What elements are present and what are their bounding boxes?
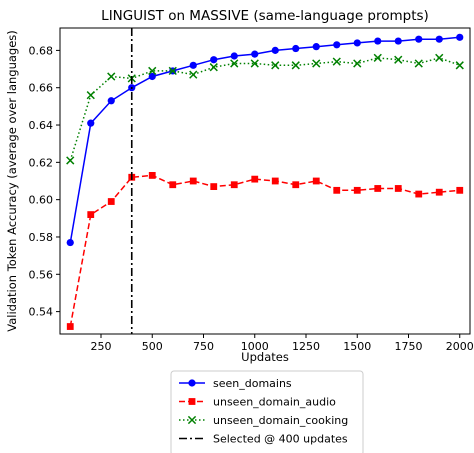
data-point-unseen_domain_audio bbox=[394, 185, 402, 192]
x-axis-title: Updates bbox=[241, 350, 289, 364]
data-point-unseen_domain_cooking bbox=[312, 59, 321, 68]
data-point-unseen_domain_cooking bbox=[107, 72, 116, 81]
data-point-unseen_domain_cooking bbox=[435, 53, 444, 62]
data-point-seen_domains bbox=[87, 119, 95, 127]
axes: 250 500 750 1000 1250 1500 1750 2000 0.54 0.56 0.5… bbox=[29, 44, 474, 353]
series-line-unseen_domain_cooking bbox=[69, 57, 461, 161]
x-tick-label: 1750 bbox=[395, 340, 423, 353]
data-point-unseen_domain_audio bbox=[415, 190, 423, 198]
data-point-unseen_domain_audio bbox=[210, 183, 218, 190]
y-tick-label: 0.62 bbox=[29, 156, 54, 169]
data-point-unseen_domain_audio bbox=[353, 186, 361, 194]
data-point-seen_domains bbox=[148, 72, 156, 81]
data-point-unseen_domain_cooking bbox=[230, 59, 239, 68]
y-tick-label: 0.68 bbox=[29, 44, 54, 57]
data-point-seen_domains bbox=[210, 56, 218, 64]
x-tick-label: 1500 bbox=[343, 340, 371, 353]
data-point-unseen_domain_cooking bbox=[209, 63, 218, 72]
plot-frame bbox=[59, 27, 471, 335]
x-tick-label: 2000 bbox=[446, 340, 474, 353]
data-point-unseen_domain_audio bbox=[251, 175, 259, 183]
data-point-unseen_domain_audio bbox=[374, 185, 382, 192]
legend-label: unseen_domain_audio bbox=[213, 396, 336, 409]
data-point-seen_domains bbox=[66, 238, 74, 247]
data-point-unseen_domain_audio bbox=[148, 172, 156, 179]
x-tick-label: 750 bbox=[193, 340, 214, 353]
data-point-unseen_domain_audio bbox=[435, 188, 443, 196]
legend: seen_domains unseen_domain_audio unseen_do… bbox=[170, 370, 364, 453]
legend-box bbox=[170, 370, 364, 453]
legend-label: unseen_domain_cooking bbox=[213, 414, 348, 427]
data-point-unseen_domain_cooking bbox=[66, 156, 75, 165]
data-point-seen_domains bbox=[189, 61, 197, 69]
data-point-unseen_domain_audio bbox=[87, 211, 95, 218]
y-tick-label: 0.64 bbox=[29, 119, 54, 132]
series-line-seen_domains bbox=[69, 36, 460, 243]
data-point-unseen_domain_cooking bbox=[394, 55, 403, 64]
data-point-unseen_domain_audio bbox=[169, 181, 177, 189]
data-point-unseen_domain_cooking bbox=[291, 61, 300, 70]
data-point-seen_domains bbox=[435, 35, 443, 43]
data-point-unseen_domain_audio bbox=[107, 198, 115, 205]
x-tick-label: 250 bbox=[91, 340, 112, 353]
data-point-unseen_domain_audio bbox=[271, 177, 279, 185]
x-tick-label: 500 bbox=[142, 340, 163, 353]
data-point-seen_domains bbox=[292, 44, 300, 53]
y-tick-label: 0.58 bbox=[29, 231, 54, 244]
x-tick-label: 1000 bbox=[241, 340, 269, 353]
y-axis-title: Validation Token Accuracy (average over … bbox=[5, 30, 19, 332]
data-point-unseen_domain_audio bbox=[189, 177, 197, 185]
data-point-unseen_domain_audio bbox=[456, 186, 464, 194]
plot-area bbox=[66, 28, 464, 334]
data-point-seen_domains bbox=[456, 33, 464, 41]
data-point-seen_domains bbox=[230, 52, 238, 60]
data-point-unseen_domain_cooking bbox=[189, 70, 198, 79]
y-tick-label: 0.66 bbox=[29, 82, 54, 95]
chart-title: LINGUIST on MASSIVE (same-language promp… bbox=[101, 8, 429, 24]
legend-marker bbox=[188, 379, 196, 387]
data-point-unseen_domain_cooking bbox=[168, 66, 177, 76]
data-point-seen_domains bbox=[415, 35, 423, 43]
data-point-unseen_domain_cooking bbox=[271, 61, 280, 70]
data-point-unseen_domain_cooking bbox=[148, 66, 157, 76]
data-point-unseen_domain_audio bbox=[230, 181, 238, 189]
y-tick-label: 0.54 bbox=[29, 306, 54, 319]
data-point-unseen_domain_cooking bbox=[353, 59, 362, 68]
data-point-unseen_domain_cooking bbox=[414, 59, 423, 68]
data-point-seen_domains bbox=[333, 41, 341, 49]
legend-marker bbox=[188, 398, 196, 405]
data-point-seen_domains bbox=[394, 37, 402, 45]
data-point-seen_domains bbox=[312, 43, 320, 51]
y-tick-label: 0.56 bbox=[29, 268, 54, 281]
data-point-unseen_domain_cooking bbox=[250, 59, 259, 68]
data-point-seen_domains bbox=[353, 39, 361, 47]
data-point-unseen_domain_audio bbox=[333, 186, 341, 194]
data-point-unseen_domain_cooking bbox=[373, 53, 382, 62]
data-point-seen_domains bbox=[374, 37, 382, 45]
data-point-unseen_domain_cooking bbox=[332, 57, 341, 66]
data-point-unseen_domain_audio bbox=[312, 177, 320, 185]
y-tick-label: 0.60 bbox=[29, 194, 54, 207]
data-point-unseen_domain_audio bbox=[66, 323, 74, 330]
data-point-seen_domains bbox=[107, 97, 115, 105]
legend-marker bbox=[187, 415, 197, 425]
legend-label: seen_domains bbox=[213, 377, 292, 390]
data-point-unseen_domain_audio bbox=[292, 181, 300, 189]
series-line-unseen_domain_audio bbox=[69, 174, 460, 327]
data-point-unseen_domain_cooking bbox=[455, 61, 464, 70]
data-point-unseen_domain_cooking bbox=[86, 91, 95, 100]
data-point-seen_domains bbox=[251, 50, 259, 58]
x-tick-label: 1250 bbox=[292, 340, 320, 353]
data-point-seen_domains bbox=[271, 46, 279, 54]
legend-label: Selected @ 400 updates bbox=[213, 433, 348, 446]
